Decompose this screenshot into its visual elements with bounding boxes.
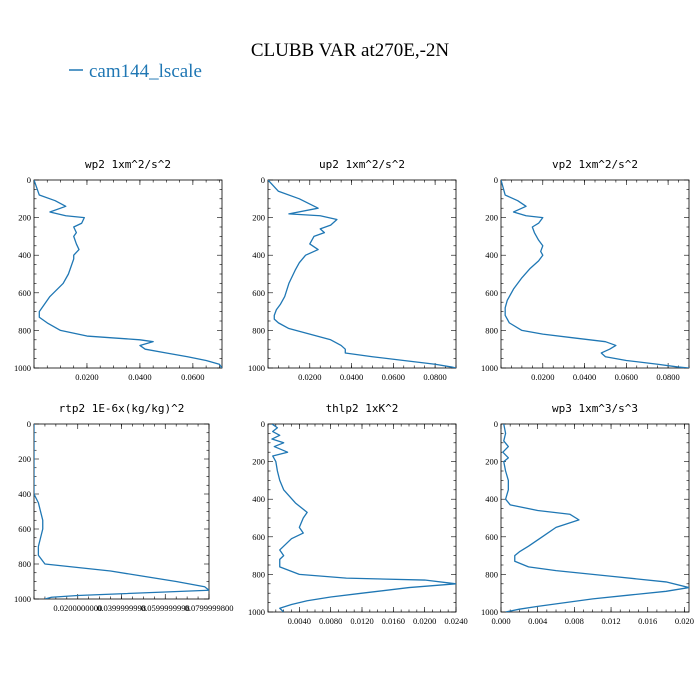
panel-title: thlp2 1xK^2 xyxy=(326,402,399,415)
x-tick-label: 0.0200 xyxy=(531,372,554,382)
panel-1: wp2 1xm^2/s^2 0 200 400 600 800 1000 0.0200 0.04… xyxy=(14,158,223,382)
panel-title: up2 1xm^2/s^2 xyxy=(319,158,405,171)
y-tick-label: 0 xyxy=(27,419,31,429)
panel-title: vp2 1xm^2/s^2 xyxy=(552,158,638,171)
y-tick-label: 800 xyxy=(18,325,31,335)
y-tick-label: 0 xyxy=(494,419,498,429)
y-tick-label: 800 xyxy=(18,559,31,569)
x-tick-label: 0.004 xyxy=(528,616,548,626)
x-tick-label: 0.0799999800 xyxy=(185,603,234,613)
y-tick-label: 0 xyxy=(27,175,31,185)
y-tick-label: 200 xyxy=(485,457,498,467)
y-tick-label: 0 xyxy=(494,175,498,185)
x-tick-label: 0.0400 xyxy=(128,372,151,382)
legend: cam144_lscale xyxy=(69,61,202,82)
x-tick-label: 0.0120 xyxy=(350,616,373,626)
panel-title: wp3 1xm^3/s^3 xyxy=(552,402,638,415)
y-tick-label: 200 xyxy=(485,213,498,223)
x-tick-label: 0.0200 xyxy=(413,616,436,626)
y-tick-label: 600 xyxy=(485,288,498,298)
y-tick-label: 400 xyxy=(18,250,31,260)
series-line xyxy=(34,180,222,368)
x-tick-label: 0.012 xyxy=(601,616,620,626)
y-tick-label: 1000 xyxy=(248,607,265,617)
y-tick-label: 800 xyxy=(252,325,265,335)
y-tick-label: 1000 xyxy=(14,594,31,604)
y-tick-label: 800 xyxy=(252,569,265,579)
x-tick-label: 0.008 xyxy=(565,616,584,626)
legend-label: cam144_lscale xyxy=(89,61,202,82)
y-tick-label: 400 xyxy=(18,489,31,499)
x-tick-label: 0.000 xyxy=(491,616,510,626)
x-tick-label: 0.0080 xyxy=(319,616,342,626)
series-line xyxy=(271,424,456,612)
x-tick-label: 0.0160 xyxy=(382,616,405,626)
series-line xyxy=(501,180,689,368)
y-tick-label: 600 xyxy=(18,288,31,298)
panel-2: up2 1xm^2/s^2 0 200 400 600 800 1000 0.0200 0.04… xyxy=(248,158,457,382)
y-tick-label: 600 xyxy=(18,524,31,534)
x-tick-label: 0.0240 xyxy=(444,616,467,626)
y-tick-label: 200 xyxy=(252,213,265,223)
plot-frame xyxy=(267,179,457,369)
y-tick-label: 800 xyxy=(485,325,498,335)
x-tick-label: 0.0399999998 xyxy=(97,603,146,613)
figure-title: CLUBB VAR at270E,-2N xyxy=(251,40,450,61)
x-tick-label: 0.0800 xyxy=(656,372,679,382)
x-tick-label: 0.020 xyxy=(675,616,694,626)
plot-frame xyxy=(267,423,457,613)
x-tick-label: 0.0600 xyxy=(615,372,638,382)
y-tick-label: 400 xyxy=(252,250,265,260)
y-tick-label: 200 xyxy=(252,457,265,467)
panel-3: vp2 1xm^2/s^2 0 200 400 600 800 1000 0.0200 0.04… xyxy=(481,158,690,382)
y-tick-label: 200 xyxy=(18,213,31,223)
y-tick-label: 0 xyxy=(261,419,265,429)
y-tick-label: 600 xyxy=(252,532,265,542)
series-line xyxy=(502,424,689,612)
y-tick-label: 0 xyxy=(261,175,265,185)
y-tick-label: 400 xyxy=(252,494,265,504)
y-tick-label: 600 xyxy=(252,288,265,298)
x-tick-label: 0.0600 xyxy=(181,372,204,382)
x-tick-label: 0.016 xyxy=(638,616,657,626)
series-line xyxy=(34,424,209,599)
y-tick-label: 400 xyxy=(485,250,498,260)
x-tick-label: 0.0200 xyxy=(298,372,321,382)
panel-title: wp2 1xm^2/s^2 xyxy=(85,158,171,171)
plot-frame xyxy=(500,423,690,613)
x-tick-label: 0.0200000000 xyxy=(53,603,102,613)
y-tick-label: 200 xyxy=(18,454,31,464)
panel-5: thlp2 1xK^2 0 200 400 600 800 1000 0.0040 0.0080… xyxy=(248,402,468,626)
x-tick-label: 0.0200 xyxy=(75,372,98,382)
panel-title: rtp2 1E-6x(kg/kg)^2 xyxy=(59,402,185,415)
x-tick-label: 0.0600 xyxy=(382,372,405,382)
y-tick-label: 400 xyxy=(485,494,498,504)
y-tick-label: 600 xyxy=(485,532,498,542)
x-tick-label: 0.0800 xyxy=(423,372,446,382)
y-tick-label: 800 xyxy=(485,569,498,579)
y-tick-label: 1000 xyxy=(481,607,498,617)
y-tick-label: 1000 xyxy=(14,363,31,373)
x-tick-label: 0.0040 xyxy=(288,616,311,626)
x-tick-label: 0.0400 xyxy=(340,372,363,382)
panel-4: rtp2 1E-6x(kg/kg)^2 0 200 400 600 800 1000 0.02… xyxy=(14,402,233,613)
series-line xyxy=(268,180,456,368)
y-tick-label: 1000 xyxy=(481,363,498,373)
x-tick-label: 0.0599999998 xyxy=(141,603,190,613)
x-tick-label: 0.0400 xyxy=(573,372,596,382)
y-tick-label: 1000 xyxy=(248,363,265,373)
